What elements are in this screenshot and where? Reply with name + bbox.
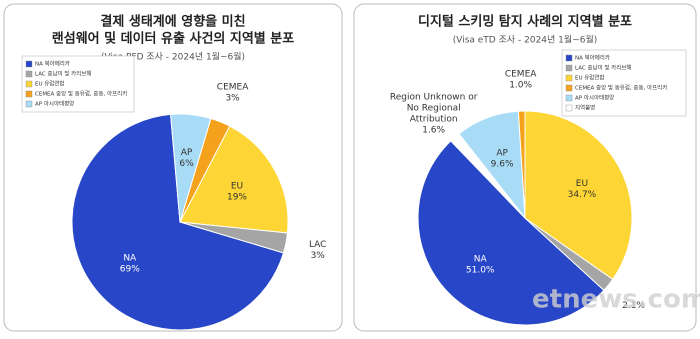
data-label-value: 1.6% — [422, 125, 445, 135]
legend-swatch — [565, 104, 573, 112]
data-label-name: CEMEA — [217, 82, 249, 92]
legend-label: NA 북아메리카 — [35, 60, 70, 68]
pie-slice — [179, 125, 289, 234]
data-label: Region Unknown or No Regional Attribution 1… — [390, 92, 478, 135]
legend-label: LAC 중남미 및 카리브해 — [575, 64, 631, 72]
legend-swatch — [25, 80, 33, 88]
data-label-value: 3% — [311, 250, 326, 260]
legend-swatch — [25, 70, 33, 78]
legend-label: CEMEA 중앙 및 동유럽, 중동, 아프리카 — [575, 84, 667, 92]
legend-label: NA 북아메리카 — [575, 54, 610, 62]
chart-title: 랜섬웨어 및 데이터 유출 사건의 지역별 분포 — [52, 31, 294, 47]
legend-box — [561, 49, 687, 117]
legend-label: LAC 중남미 및 카리브해 — [35, 70, 91, 78]
legend-label: AP 아시아태평양 — [575, 94, 614, 102]
legend-label: AP 아시아태평양 — [35, 100, 74, 108]
data-label: 2.1% — [622, 300, 645, 310]
legend-swatch — [25, 100, 33, 108]
chart-subtitle: (Visa eTD 조사 - 2024년 1월~6월) — [453, 34, 598, 46]
data-label-name: NA — [123, 253, 137, 263]
data-label-value: 1.0% — [509, 80, 532, 90]
legend-swatch — [565, 74, 573, 82]
data-label: EU 19% — [227, 181, 247, 202]
data-label-value: 19% — [227, 192, 247, 202]
data-label-name: CEMEA — [505, 69, 537, 79]
data-label-value: 51.0% — [466, 265, 495, 275]
legend-label: CEMEA 중앙 및 동유럽, 중동, 아프리카 — [35, 90, 127, 98]
legend-swatch — [565, 54, 573, 62]
data-label-name: EU — [231, 181, 243, 191]
data-label: CEMEA 3% — [217, 82, 249, 103]
pie-slice — [417, 140, 605, 326]
legend-label: 지역불명 — [575, 104, 595, 112]
legend-label: EU 유럽연합 — [35, 80, 65, 88]
data-label: NA 69% — [120, 253, 140, 274]
legend-swatch — [25, 60, 33, 68]
chart-subtitle: (Visa PFD 조사 - 2024년 1월~6월) — [101, 51, 245, 63]
data-label: LAC 3% — [309, 239, 327, 260]
pie-slice — [170, 113, 212, 223]
data-label-name: NA — [474, 254, 488, 264]
data-label-name: LAC — [309, 239, 327, 249]
data-label-value: 6% — [179, 159, 194, 169]
pie-slice — [71, 113, 285, 331]
data-label: EU 34.7% — [568, 178, 597, 199]
data-label-value: 3% — [225, 93, 240, 103]
data-label: CEMEA 1.0% — [505, 69, 537, 90]
pie-slice — [524, 110, 633, 280]
legend-swatch — [25, 90, 33, 98]
legend-swatch — [565, 94, 573, 102]
data-label-name: AP — [181, 148, 193, 158]
data-label-value: 2.1% — [622, 300, 645, 310]
data-label-name: EU — [576, 178, 588, 188]
watermark: etnews.com — [532, 285, 700, 315]
data-label: NA 51.0% — [466, 254, 495, 275]
data-label-name: Region Unknown or — [390, 92, 478, 102]
legend-label: EU 유럽연합 — [575, 74, 605, 82]
data-label-name: Attribution — [410, 114, 458, 124]
data-label: AP 6% — [179, 148, 194, 169]
legend-box — [21, 55, 135, 113]
data-label-value: 34.7% — [568, 189, 597, 199]
data-label: AP 9.6% — [491, 148, 514, 169]
legend-swatch — [565, 84, 573, 92]
chart-title: 결제 생태계에 영향을 미친 — [100, 14, 245, 30]
chart-title: 디지털 스키밍 탐지 사례의 지역별 분포 — [418, 14, 632, 30]
data-label-value: 9.6% — [491, 159, 514, 169]
data-label-name: No Regional — [407, 103, 461, 113]
legend-swatch — [565, 64, 573, 72]
data-label-name: AP — [496, 148, 508, 158]
pie-slice — [450, 133, 526, 219]
data-label-value: 69% — [120, 264, 140, 274]
